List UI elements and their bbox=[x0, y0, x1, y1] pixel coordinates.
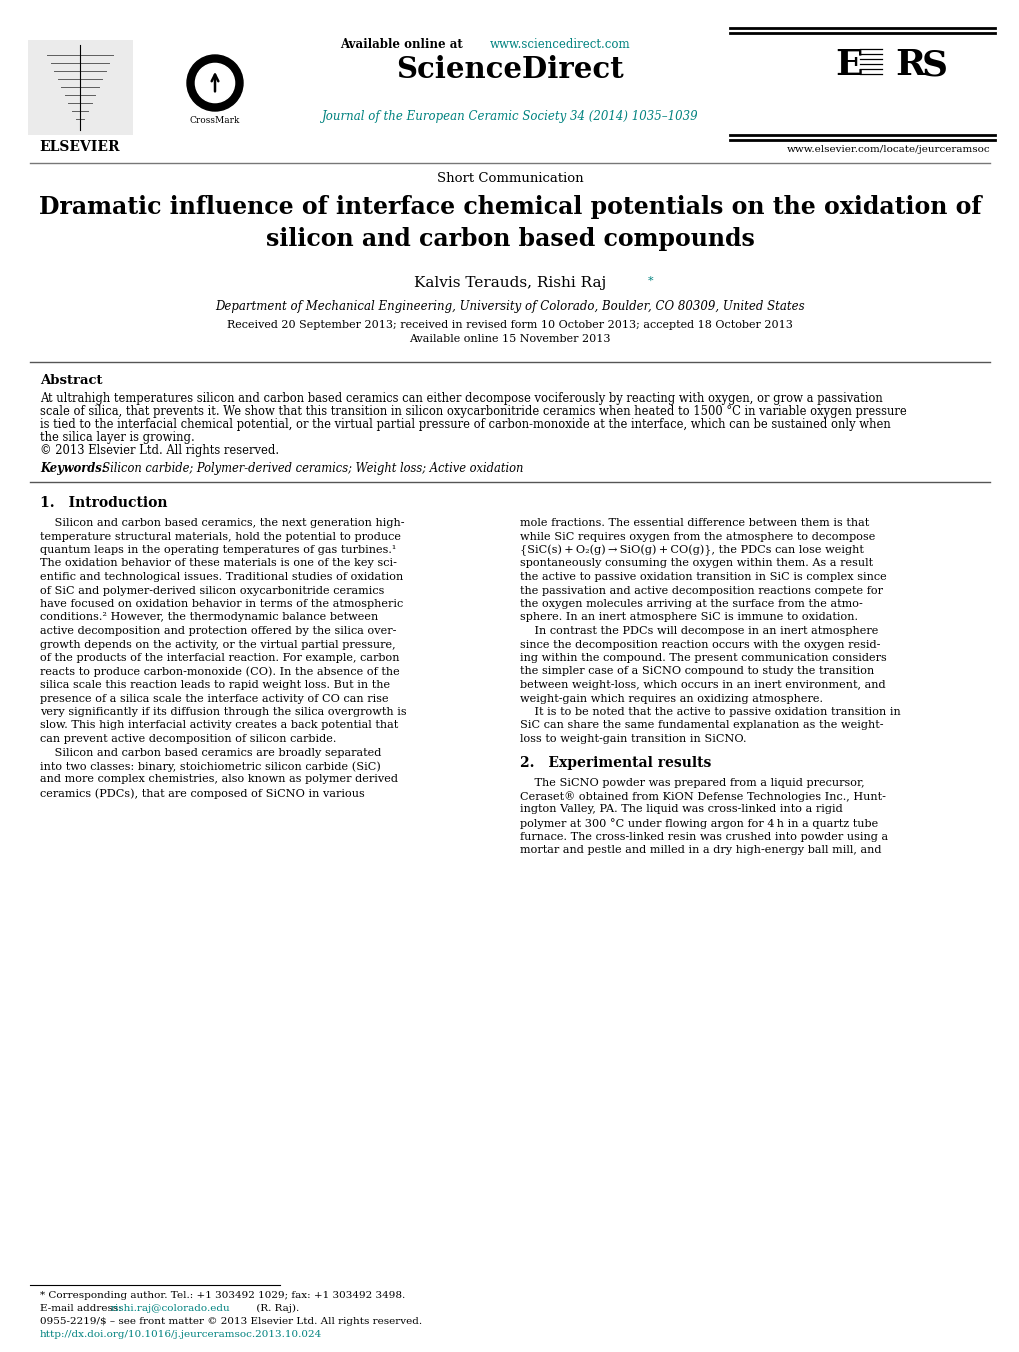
Text: of SiC and polymer-derived silicon oxycarbonitride ceramics: of SiC and polymer-derived silicon oxyca… bbox=[40, 585, 384, 595]
Text: furnace. The cross-linked resin was crushed into powder using a: furnace. The cross-linked resin was crus… bbox=[520, 831, 888, 841]
Text: the active to passive oxidation transition in SiC is complex since: the active to passive oxidation transiti… bbox=[520, 572, 886, 581]
Text: Dramatic influence of interface chemical potentials on the oxidation of: Dramatic influence of interface chemical… bbox=[39, 195, 980, 219]
Text: mortar and pestle and milled in a dry high-energy ball mill, and: mortar and pestle and milled in a dry hi… bbox=[520, 845, 880, 854]
Text: spontaneously consuming the oxygen within them. As a result: spontaneously consuming the oxygen withi… bbox=[520, 558, 872, 568]
Text: since the decomposition reaction occurs with the oxygen resid-: since the decomposition reaction occurs … bbox=[520, 639, 879, 649]
Bar bbox=[28, 41, 132, 135]
Text: weight-gain which requires an oxidizing atmosphere.: weight-gain which requires an oxidizing … bbox=[520, 694, 822, 703]
Text: the simpler case of a SiCNO compound to study the transition: the simpler case of a SiCNO compound to … bbox=[520, 667, 873, 676]
Text: the passivation and active decomposition reactions compete for: the passivation and active decomposition… bbox=[520, 585, 882, 595]
Text: CrossMark: CrossMark bbox=[190, 116, 239, 124]
Text: Department of Mechanical Engineering, University of Colorado, Boulder, CO 80309,: Department of Mechanical Engineering, Un… bbox=[215, 300, 804, 314]
Text: ScienceDirect: ScienceDirect bbox=[395, 55, 624, 84]
Text: growth depends on the activity, or the virtual partial pressure,: growth depends on the activity, or the v… bbox=[40, 639, 395, 649]
Text: ing within the compound. The present communication considers: ing within the compound. The present com… bbox=[520, 653, 886, 662]
Text: Silicon and carbon based ceramics are broadly separated: Silicon and carbon based ceramics are br… bbox=[40, 748, 381, 757]
Text: R: R bbox=[894, 49, 924, 82]
Text: silica scale this reaction leads to rapid weight loss. But in the: silica scale this reaction leads to rapi… bbox=[40, 680, 389, 690]
Text: have focused on oxidation behavior in terms of the atmospheric: have focused on oxidation behavior in te… bbox=[40, 599, 403, 608]
Text: Ceraset® obtained from KiON Defense Technologies Inc., Hunt-: Ceraset® obtained from KiON Defense Tech… bbox=[520, 791, 886, 802]
Text: loss to weight-gain transition in SiCNO.: loss to weight-gain transition in SiCNO. bbox=[520, 734, 746, 744]
Text: Journal of the European Ceramic Society 34 (2014) 1035–1039: Journal of the European Ceramic Society … bbox=[321, 110, 698, 123]
Text: rishi.raj@colorado.edu: rishi.raj@colorado.edu bbox=[111, 1303, 230, 1313]
Text: presence of a silica scale the interface activity of CO can rise: presence of a silica scale the interface… bbox=[40, 694, 388, 703]
Text: sphere. In an inert atmosphere SiC is immune to oxidation.: sphere. In an inert atmosphere SiC is im… bbox=[520, 612, 857, 622]
Text: active decomposition and protection offered by the silica over-: active decomposition and protection offe… bbox=[40, 626, 396, 635]
Text: (R. Raj).: (R. Raj). bbox=[253, 1303, 299, 1313]
Text: scale of silica, that prevents it. We show that this transition in silicon oxyca: scale of silica, that prevents it. We sh… bbox=[40, 406, 906, 418]
Text: while SiC requires oxygen from the atmosphere to decompose: while SiC requires oxygen from the atmos… bbox=[520, 531, 874, 542]
Text: *: * bbox=[647, 276, 653, 287]
Text: the oxygen molecules arriving at the surface from the atmo-: the oxygen molecules arriving at the sur… bbox=[520, 599, 862, 608]
Text: into two classes: binary, stoichiometric silicon carbide (SiC): into two classes: binary, stoichiometric… bbox=[40, 761, 380, 772]
Text: between weight-loss, which occurs in an inert environment, and: between weight-loss, which occurs in an … bbox=[520, 680, 884, 690]
Text: The SiCNO powder was prepared from a liquid precursor,: The SiCNO powder was prepared from a liq… bbox=[520, 777, 864, 787]
Text: entific and technological issues. Traditional studies of oxidation: entific and technological issues. Tradit… bbox=[40, 572, 403, 581]
Text: ington Valley, PA. The liquid was cross-linked into a rigid: ington Valley, PA. The liquid was cross-… bbox=[520, 804, 842, 814]
Text: In contrast the PDCs will decompose in an inert atmosphere: In contrast the PDCs will decompose in a… bbox=[520, 626, 877, 635]
Text: http://dx.doi.org/10.1016/j.jeurceramsoc.2013.10.024: http://dx.doi.org/10.1016/j.jeurceramsoc… bbox=[40, 1330, 322, 1338]
Text: 0955-2219/$ – see front matter © 2013 Elsevier Ltd. All rights reserved.: 0955-2219/$ – see front matter © 2013 El… bbox=[40, 1317, 422, 1326]
Text: Kalvis Terauds, Rishi Raj: Kalvis Terauds, Rishi Raj bbox=[414, 276, 605, 289]
Text: the silica layer is growing.: the silica layer is growing. bbox=[40, 431, 195, 443]
Text: is tied to the interfacial chemical potential, or the virtual partial pressure o: is tied to the interfacial chemical pote… bbox=[40, 418, 890, 431]
Text: and more complex chemistries, also known as polymer derived: and more complex chemistries, also known… bbox=[40, 775, 397, 784]
Text: SiC can share the same fundamental explanation as the weight-: SiC can share the same fundamental expla… bbox=[520, 721, 882, 730]
Text: Silicon carbide; Polymer-derived ceramics; Weight loss; Active oxidation: Silicon carbide; Polymer-derived ceramic… bbox=[95, 462, 523, 475]
Text: * Corresponding author. Tel.: +1 303492 1029; fax: +1 303492 3498.: * Corresponding author. Tel.: +1 303492 … bbox=[40, 1291, 405, 1301]
Text: reacts to produce carbon-monoxide (CO). In the absence of the: reacts to produce carbon-monoxide (CO). … bbox=[40, 667, 399, 677]
Text: Keywords:: Keywords: bbox=[40, 462, 106, 475]
Text: Available online at: Available online at bbox=[339, 38, 467, 51]
Circle shape bbox=[186, 55, 243, 111]
Text: silicon and carbon based compounds: silicon and carbon based compounds bbox=[265, 227, 754, 251]
Circle shape bbox=[196, 64, 234, 103]
Text: can prevent active decomposition of silicon carbide.: can prevent active decomposition of sili… bbox=[40, 734, 336, 744]
Text: www.sciencedirect.com: www.sciencedirect.com bbox=[489, 38, 630, 51]
Text: mole fractions. The essential difference between them is that: mole fractions. The essential difference… bbox=[520, 518, 868, 529]
Text: 1. Introduction: 1. Introduction bbox=[40, 496, 167, 510]
Text: Received 20 September 2013; received in revised form 10 October 2013; accepted 1: Received 20 September 2013; received in … bbox=[227, 320, 792, 330]
Text: slow. This high interfacial activity creates a back potential that: slow. This high interfacial activity cre… bbox=[40, 721, 397, 730]
Text: ceramics (PDCs), that are composed of SiCNO in various: ceramics (PDCs), that are composed of Si… bbox=[40, 788, 365, 799]
Text: The oxidation behavior of these materials is one of the key sci-: The oxidation behavior of these material… bbox=[40, 558, 396, 568]
Text: Available online 15 November 2013: Available online 15 November 2013 bbox=[409, 334, 610, 343]
Text: E-mail address:: E-mail address: bbox=[40, 1303, 125, 1313]
Text: Abstract: Abstract bbox=[40, 375, 102, 387]
Text: It is to be noted that the active to passive oxidation transition in: It is to be noted that the active to pas… bbox=[520, 707, 900, 717]
Text: 2. Experimental results: 2. Experimental results bbox=[520, 756, 710, 769]
Text: {SiC(s) + O₂(g) → SiO(g) + CO(g)}, the PDCs can lose weight: {SiC(s) + O₂(g) → SiO(g) + CO(g)}, the P… bbox=[520, 545, 863, 556]
Text: S: S bbox=[921, 49, 947, 82]
Text: temperature structural materials, hold the potential to produce: temperature structural materials, hold t… bbox=[40, 531, 400, 542]
Text: very significantly if its diffusion through the silica overgrowth is: very significantly if its diffusion thro… bbox=[40, 707, 407, 717]
Text: Silicon and carbon based ceramics, the next generation high-: Silicon and carbon based ceramics, the n… bbox=[40, 518, 405, 529]
Text: E: E bbox=[835, 49, 862, 82]
Text: conditions.² However, the thermodynamic balance between: conditions.² However, the thermodynamic … bbox=[40, 612, 378, 622]
Text: Short Communication: Short Communication bbox=[436, 172, 583, 185]
Text: ELSEVIER: ELSEVIER bbox=[40, 141, 120, 154]
Text: of the products of the interfacial reaction. For example, carbon: of the products of the interfacial react… bbox=[40, 653, 399, 662]
Text: polymer at 300 °C under flowing argon for 4 h in a quartz tube: polymer at 300 °C under flowing argon fo… bbox=[520, 818, 877, 829]
Text: At ultrahigh temperatures silicon and carbon based ceramics can either decompose: At ultrahigh temperatures silicon and ca… bbox=[40, 392, 881, 406]
Text: quantum leaps in the operating temperatures of gas turbines.¹: quantum leaps in the operating temperatu… bbox=[40, 545, 396, 556]
Text: © 2013 Elsevier Ltd. All rights reserved.: © 2013 Elsevier Ltd. All rights reserved… bbox=[40, 443, 279, 457]
Text: www.elsevier.com/locate/jeurceramsoc: www.elsevier.com/locate/jeurceramsoc bbox=[786, 145, 989, 154]
